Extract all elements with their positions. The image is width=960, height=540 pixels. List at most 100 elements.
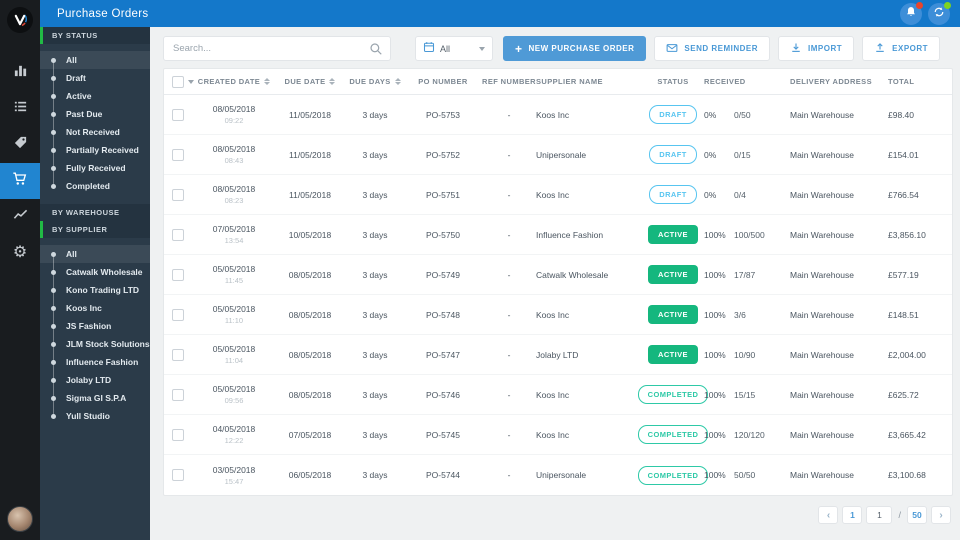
first-page-button[interactable]: 1 xyxy=(842,506,863,524)
filter-item-label: Influence Fashion xyxy=(66,357,139,367)
received-cell: 100% 120/120 xyxy=(704,429,765,440)
import-button[interactable]: IMPORT xyxy=(778,36,855,61)
row-checkbox[interactable] xyxy=(172,268,184,281)
filter-item[interactable]: All xyxy=(40,245,150,263)
filter-section-header[interactable]: BY WAREHOUSE xyxy=(40,204,150,221)
table-row[interactable]: 03/05/2018 15:47 06/05/2018 3 days PO-57… xyxy=(164,455,952,495)
filter-item[interactable]: Not Received xyxy=(40,123,150,141)
nav-orders[interactable] xyxy=(0,91,40,127)
created-date-cell: 08/05/2018 09:22 xyxy=(212,104,256,125)
created-date-cell: 08/05/2018 08:23 xyxy=(212,184,256,205)
delivery-address-cell: Main Warehouse xyxy=(790,349,854,360)
date-filter-dropdown[interactable]: All xyxy=(415,36,493,61)
filter-item[interactable]: Completed xyxy=(40,177,150,195)
due-date-cell: 08/05/2018 xyxy=(288,349,332,360)
download-icon xyxy=(790,42,802,56)
filter-item[interactable]: Partially Received xyxy=(40,141,150,159)
table-row[interactable]: 08/05/2018 08:23 11/05/2018 3 days PO-57… xyxy=(164,175,952,215)
prev-page-button[interactable]: ‹ xyxy=(818,506,839,524)
due-days-cell: 3 days xyxy=(362,470,388,480)
filter-item-label: Not Received xyxy=(66,127,120,137)
col-due-date[interactable]: DUE DATE xyxy=(274,77,346,86)
delivery-address-cell: Main Warehouse xyxy=(790,109,854,120)
user-avatar[interactable] xyxy=(7,506,33,532)
row-checkbox[interactable] xyxy=(172,228,184,241)
bullet-dot-icon xyxy=(51,287,56,293)
filter-section-header[interactable]: BY STATUS xyxy=(40,27,150,44)
filter-item[interactable]: Koos Inc xyxy=(40,299,150,317)
po-number-cell: PO-5749 xyxy=(425,269,461,280)
filter-item[interactable]: Jolaby LTD xyxy=(40,371,150,389)
po-number-cell: PO-5746 xyxy=(425,389,461,400)
nav-dashboard[interactable] xyxy=(0,55,40,91)
table-row[interactable]: 08/05/2018 08:43 11/05/2018 3 days PO-57… xyxy=(164,135,952,175)
sync-status-badge xyxy=(944,1,951,9)
filter-item-list: All Draft Active Past Due Not Received P… xyxy=(40,44,150,204)
bullet-dot-icon xyxy=(51,359,56,365)
sync-button[interactable] xyxy=(928,1,951,25)
send-reminder-button[interactable]: SEND REMINDER xyxy=(654,36,771,61)
status-cell: DRAFT xyxy=(642,185,704,204)
filter-item[interactable]: Yull Studio xyxy=(40,407,150,425)
filter-item[interactable]: Influence Fashion xyxy=(40,353,150,371)
nav-settings[interactable]: ⚙ xyxy=(0,235,40,271)
bullet-dot-icon xyxy=(51,251,56,257)
row-checkbox[interactable] xyxy=(172,469,184,481)
table-row[interactable]: 07/05/2018 13:54 10/05/2018 3 days PO-57… xyxy=(164,215,952,255)
chevron-down-icon xyxy=(479,46,485,51)
nav-reports[interactable] xyxy=(0,199,40,235)
row-checkbox[interactable] xyxy=(172,108,184,121)
created-date-cell: 08/05/2018 08:43 xyxy=(212,144,256,165)
status-badge: DRAFT xyxy=(649,105,697,124)
nav-purchase-orders[interactable] xyxy=(0,163,40,199)
nav-products[interactable] xyxy=(0,127,40,163)
filter-item[interactable]: All xyxy=(40,51,150,69)
filter-section-header[interactable]: BY SUPPLIER xyxy=(40,221,150,238)
select-all-checkbox[interactable] xyxy=(172,75,184,88)
status-cell: COMPLETED xyxy=(637,425,709,444)
notification-badge xyxy=(916,1,923,9)
filter-item[interactable]: Kono Trading LTD xyxy=(40,281,150,299)
new-purchase-order-button[interactable]: + NEW PURCHASE ORDER xyxy=(503,36,647,61)
filter-item[interactable]: Sigma GI S.P.A xyxy=(40,389,150,407)
table-row[interactable]: 05/05/2018 11:10 08/05/2018 3 days PO-57… xyxy=(164,295,952,335)
filter-item[interactable]: Active xyxy=(40,87,150,105)
export-button[interactable]: EXPORT xyxy=(862,36,941,61)
search-input[interactable] xyxy=(164,37,390,60)
filter-item[interactable]: Fully Received xyxy=(40,159,150,177)
table-row[interactable]: 05/05/2018 11:04 08/05/2018 3 days PO-57… xyxy=(164,335,952,375)
row-checkbox[interactable] xyxy=(172,188,184,201)
row-checkbox[interactable] xyxy=(172,148,184,161)
next-page-button[interactable]: › xyxy=(931,506,951,524)
table-row[interactable]: 04/05/2018 12:22 07/05/2018 3 days PO-57… xyxy=(164,415,952,455)
filter-item[interactable]: Past Due xyxy=(40,105,150,123)
select-menu-caret-icon[interactable] xyxy=(188,79,194,84)
due-days-cell: 3 days xyxy=(362,309,388,320)
sort-icon xyxy=(264,78,271,85)
po-number-cell: PO-5753 xyxy=(425,109,461,120)
notifications-button[interactable] xyxy=(900,1,923,25)
po-number-cell: PO-5752 xyxy=(425,149,461,160)
created-date-cell: 05/05/2018 11:45 xyxy=(212,264,256,285)
delivery-address-cell: Main Warehouse xyxy=(790,470,854,480)
filter-item[interactable]: Catwalk Wholesale xyxy=(40,263,150,281)
filter-item[interactable]: JLM Stock Solutions xyxy=(40,335,150,353)
total-cell: £3,100.68 xyxy=(888,470,926,480)
table-row[interactable]: 05/05/2018 09:56 08/05/2018 3 days PO-57… xyxy=(164,375,952,415)
row-checkbox[interactable] xyxy=(172,348,184,361)
row-checkbox[interactable] xyxy=(172,388,184,401)
table-row[interactable]: 05/05/2018 11:45 08/05/2018 3 days PO-57… xyxy=(164,255,952,295)
status-cell: ACTIVE xyxy=(642,225,704,244)
col-supplier-name: SUPPLIER NAME xyxy=(536,77,603,86)
last-page-button[interactable]: 50 xyxy=(907,506,927,524)
col-created-date[interactable]: CREATED DATE xyxy=(194,77,274,86)
row-checkbox[interactable] xyxy=(172,428,184,441)
filter-item[interactable]: JS Fashion xyxy=(40,317,150,335)
col-due-days[interactable]: DUE DAYS xyxy=(346,77,404,86)
table-row[interactable]: 08/05/2018 09:22 11/05/2018 3 days PO-57… xyxy=(164,95,952,135)
row-checkbox[interactable] xyxy=(172,308,184,321)
app-logo[interactable] xyxy=(7,7,33,33)
trend-line-icon xyxy=(13,207,28,227)
filter-item[interactable]: Draft xyxy=(40,69,150,87)
current-page-input[interactable] xyxy=(866,506,893,524)
